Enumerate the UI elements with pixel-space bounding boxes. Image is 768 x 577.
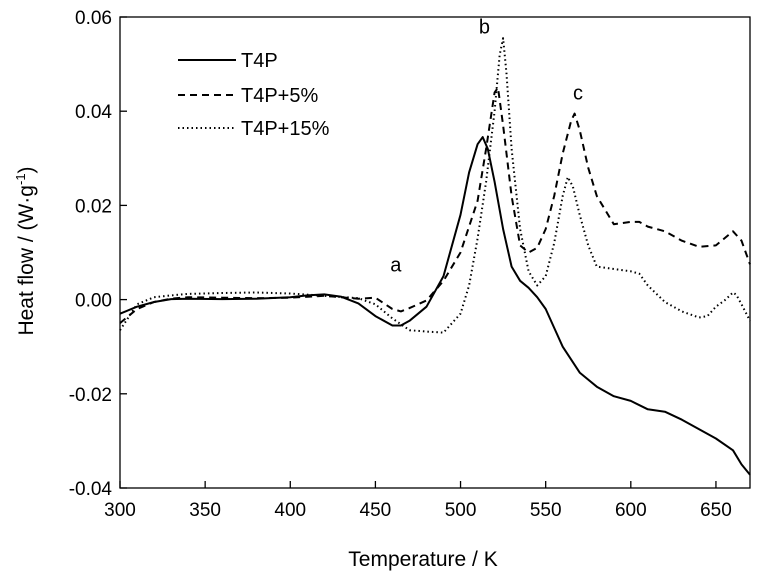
plot-frame <box>119 16 751 489</box>
y-tick-label: 0.00 <box>75 291 112 312</box>
y-axis-title: Heat flow / (W·g-1) <box>13 166 38 335</box>
x-tick-label: 350 <box>189 500 221 521</box>
x-tick-label: 400 <box>274 500 306 521</box>
series-layer <box>119 37 751 476</box>
x-tick-label: 650 <box>700 500 732 521</box>
legend-label-t4p-15: T4P+15% <box>241 118 330 140</box>
y-axis-title-main: Heat flow / (W·g <box>15 185 38 336</box>
x-tick-label: 300 <box>104 500 136 521</box>
y-tick-label: 0.04 <box>75 102 112 123</box>
ticks-layer: 300 350 400 450 500 550 600 650 -0.04 -0.02 0.00 0.… <box>69 8 732 521</box>
y-tick-label: 0.02 <box>75 196 112 217</box>
legend-label-t4p: T4P <box>241 50 278 72</box>
y-tick-label: 0.06 <box>75 8 112 29</box>
annotation-layer: a b c <box>390 16 583 276</box>
x-tick-label: 600 <box>615 500 647 521</box>
y-tick-label: -0.02 <box>69 385 112 406</box>
x-axis-title: Temperature / K <box>348 548 497 571</box>
legend-label-t4p-5: T4P+5% <box>241 85 318 107</box>
annotation-a: a <box>390 254 402 276</box>
x-tick-label: 500 <box>445 500 477 521</box>
annotation-c: c <box>573 82 583 104</box>
x-tick-label: 450 <box>360 500 392 521</box>
y-axis-title-sup: -1 <box>13 173 28 185</box>
y-tick-label: -0.04 <box>69 479 113 500</box>
x-tick-label: 550 <box>530 500 562 521</box>
y-axis-title-close: ) <box>15 166 38 173</box>
legend: T4P T4P+5% T4P+15% <box>178 50 330 140</box>
annotation-b: b <box>479 16 490 38</box>
series-line-1 <box>119 86 751 324</box>
